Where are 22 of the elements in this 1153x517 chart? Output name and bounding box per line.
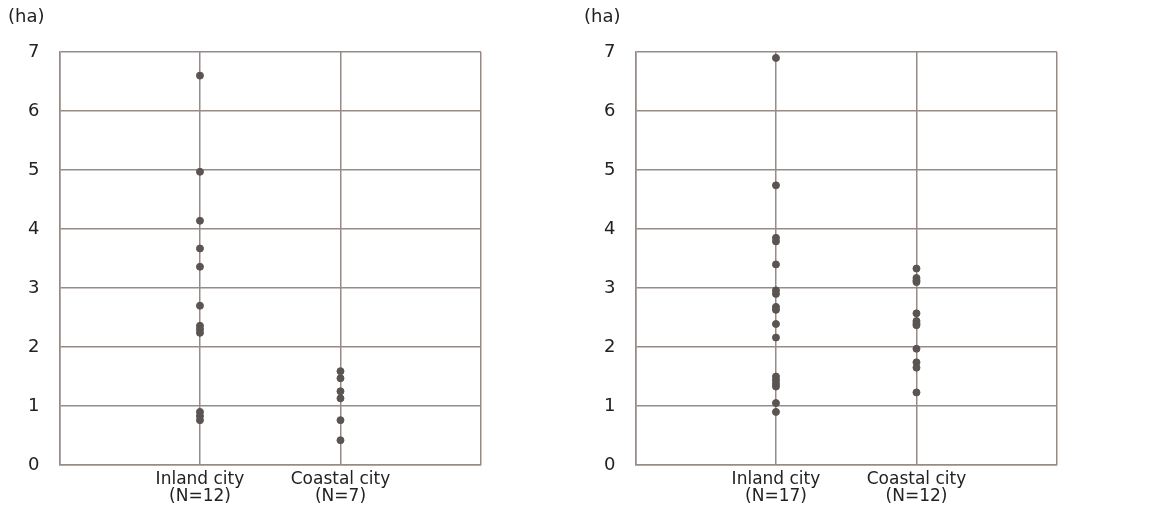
y-tick-label: 6 bbox=[28, 98, 40, 120]
x-tick-label: Coastal city (N=12) bbox=[866, 467, 967, 505]
y-tick-label: 3 bbox=[604, 275, 616, 297]
y-tick-label: 5 bbox=[28, 157, 40, 179]
x-tick-label: Inland city (N=17) bbox=[731, 467, 821, 505]
y-axis-title: (ha) bbox=[8, 4, 45, 26]
y-tick-label: 0 bbox=[604, 452, 616, 474]
y-tick-label: 3 bbox=[28, 275, 40, 297]
y-tick-label: 7 bbox=[28, 39, 40, 61]
y-tick-label: 4 bbox=[28, 216, 40, 238]
y-tick-label: 5 bbox=[604, 157, 616, 179]
y-tick-label: 7 bbox=[604, 39, 616, 61]
y-tick-label: 2 bbox=[604, 334, 616, 356]
y-tick-label: 0 bbox=[28, 452, 40, 474]
x-tick-label: Coastal city (N=7) bbox=[290, 467, 391, 505]
y-tick-label: 6 bbox=[604, 98, 616, 120]
y-tick-label: 1 bbox=[604, 393, 616, 415]
y-axis-title: (ha) bbox=[584, 4, 621, 26]
y-tick-label: 4 bbox=[604, 216, 616, 238]
y-tick-label: 1 bbox=[28, 393, 40, 415]
x-tick-label: Inland city (N=12) bbox=[155, 467, 245, 505]
y-tick-label: 2 bbox=[28, 334, 40, 356]
